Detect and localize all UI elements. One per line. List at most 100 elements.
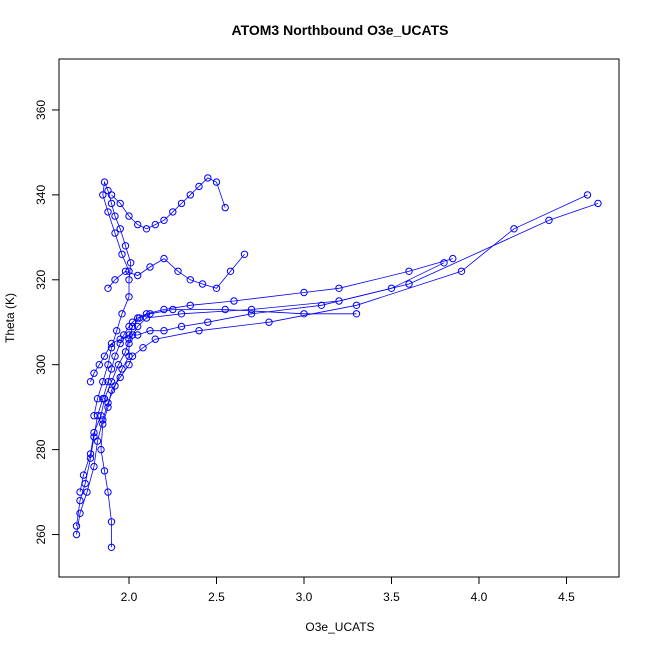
data-point <box>93 437 102 445</box>
data-point <box>128 322 137 331</box>
data-point <box>114 361 123 369</box>
data-point <box>90 412 98 420</box>
data-point <box>195 327 203 335</box>
data-point <box>405 267 413 275</box>
data-point <box>247 310 256 318</box>
data-point <box>300 288 308 297</box>
data-point <box>107 543 116 551</box>
series-line <box>79 309 357 493</box>
data-point <box>127 259 135 267</box>
data-point <box>99 378 107 386</box>
data-point <box>116 335 124 343</box>
data-point <box>151 335 160 343</box>
data-point <box>221 203 229 212</box>
data-point <box>247 305 256 314</box>
data-point <box>97 445 105 454</box>
data-point <box>121 242 130 250</box>
data-point <box>116 199 124 208</box>
data-point <box>100 395 109 403</box>
data-point <box>99 191 107 199</box>
x-tick-label: 2.0 <box>121 590 138 604</box>
data-point <box>111 276 119 284</box>
data-point <box>86 450 95 458</box>
y-tick-label: 260 <box>34 524 48 544</box>
data-point <box>100 178 109 186</box>
data-point <box>186 301 195 309</box>
data-point <box>72 522 81 530</box>
data-point <box>90 369 98 377</box>
data-point <box>212 284 221 292</box>
data-point <box>121 348 130 356</box>
data-point <box>95 361 104 369</box>
data-point <box>107 378 116 386</box>
series-line <box>93 180 132 416</box>
series-3 <box>72 199 602 539</box>
data-point <box>177 322 186 331</box>
data-point <box>139 344 147 352</box>
data-point <box>125 361 133 369</box>
data-point <box>79 471 88 479</box>
data-point <box>116 339 124 348</box>
series-5 <box>90 178 135 420</box>
data-point <box>125 293 133 301</box>
data-point <box>146 263 154 271</box>
y-axis-label: Theta (K) <box>3 293 17 343</box>
data-point <box>146 310 154 318</box>
series-line <box>90 262 445 382</box>
data-point <box>86 378 95 386</box>
data-point <box>198 280 207 288</box>
data-point <box>151 220 160 229</box>
series-line <box>76 203 599 535</box>
data-point <box>186 276 195 284</box>
y-tick-label: 360 <box>34 100 48 120</box>
data-point <box>97 412 105 420</box>
data-point <box>107 191 116 199</box>
data-point <box>121 267 130 275</box>
data-point <box>76 509 84 517</box>
data-point <box>83 488 91 496</box>
data-point <box>116 225 124 233</box>
data-point <box>352 310 361 318</box>
data-point <box>169 208 177 216</box>
data-point <box>510 225 518 233</box>
data-point <box>113 327 121 335</box>
y-tick-label: 300 <box>34 354 48 374</box>
data-point <box>90 462 98 471</box>
data-point <box>174 267 182 275</box>
data-point <box>212 178 221 186</box>
y-tick-label: 280 <box>34 439 48 459</box>
x-tick-label: 3.5 <box>383 590 400 604</box>
data-point <box>230 297 238 305</box>
y-axis: 260 280 300 320 340 360 <box>34 100 59 545</box>
data-point <box>100 467 109 475</box>
data-point <box>160 305 168 314</box>
data-point <box>449 254 457 263</box>
data-point <box>111 352 119 360</box>
data-point <box>177 310 186 318</box>
x-tick-label: 3.0 <box>296 590 313 604</box>
data-point <box>317 301 326 309</box>
data-point <box>118 250 126 259</box>
data-point <box>300 310 308 318</box>
data-point <box>240 250 249 259</box>
data-point <box>111 212 119 220</box>
data-point <box>134 271 142 280</box>
series-4 <box>76 305 361 496</box>
data-point <box>107 339 116 348</box>
y-tick-label: 320 <box>34 269 48 289</box>
data-point <box>335 297 343 305</box>
data-point <box>135 314 144 322</box>
x-tick-label: 4.0 <box>471 590 488 604</box>
data-point <box>545 216 553 225</box>
data-point <box>387 284 396 292</box>
data-point <box>186 191 195 199</box>
data-point <box>111 229 119 237</box>
series-6 <box>107 174 229 233</box>
data-point <box>195 182 203 191</box>
data-point <box>93 395 102 403</box>
data-point <box>440 259 448 267</box>
data-point <box>76 496 84 505</box>
data-point <box>107 344 116 352</box>
series-line <box>111 177 226 230</box>
